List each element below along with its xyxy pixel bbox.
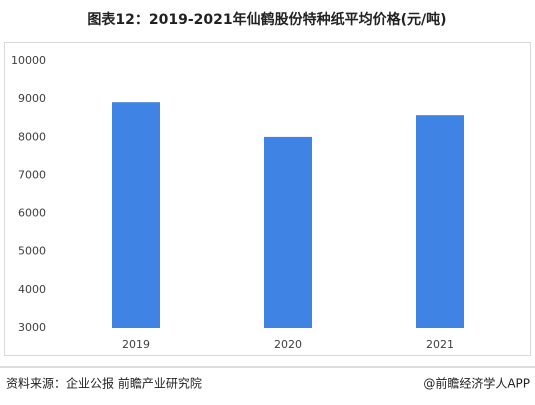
chart-frame [4,42,531,356]
y-tick-label: 7000 [18,168,46,181]
x-tick-label: 2020 [274,338,302,351]
y-tick-label: 10000 [11,54,46,67]
y-tick-label: 6000 [18,207,46,220]
bar [112,102,160,329]
bar [264,136,312,328]
y-tick-label: 5000 [18,245,46,258]
y-tick-label: 8000 [18,130,46,143]
y-tick-label: 3000 [18,321,46,334]
y-tick-label: 4000 [18,283,46,296]
x-tick-label: 2019 [122,338,150,351]
y-tick-label: 9000 [18,92,46,105]
bar [416,115,464,328]
chart-title: 图表12：2019-2021年仙鹤股份特种纸平均价格(元/吨) [87,11,446,28]
x-tick-label: 2021 [426,338,454,351]
credit: @前瞻经济学人APP [423,376,530,391]
source: 资料来源：企业公报 前瞻产业研究院 [6,376,202,391]
